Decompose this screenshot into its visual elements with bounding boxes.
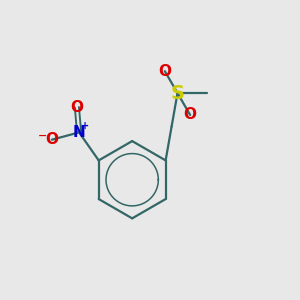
Text: S: S [170, 84, 184, 103]
Text: N: N [73, 125, 85, 140]
Text: O: O [158, 64, 171, 79]
Text: O: O [70, 100, 83, 115]
Text: −: − [38, 131, 48, 141]
Text: +: + [81, 122, 89, 131]
Text: O: O [184, 107, 196, 122]
Text: O: O [45, 132, 58, 147]
